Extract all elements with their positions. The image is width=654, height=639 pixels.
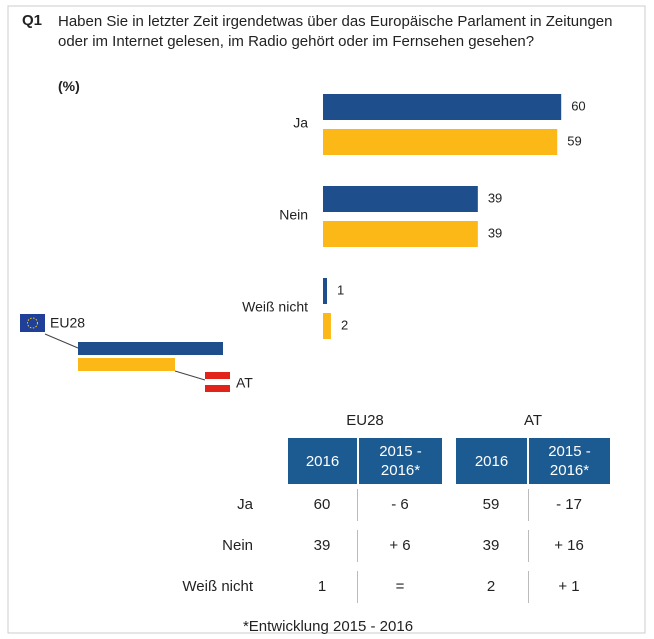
at-flag: [205, 372, 230, 379]
question-number: Q1: [22, 12, 43, 29]
table-cell: - 17: [556, 496, 582, 513]
column-header: 2016: [456, 438, 527, 484]
at-flag: [205, 385, 230, 392]
value-label: 39: [488, 225, 502, 240]
cell-divider: [528, 571, 529, 603]
eu-flag: [20, 314, 45, 332]
bar: [323, 278, 327, 304]
table-cell: 2: [486, 578, 496, 595]
legend-label: AT: [236, 375, 253, 391]
category-label: Nein: [279, 207, 308, 223]
legend-label: EU28: [50, 315, 85, 331]
chart-title: Haben Sie in letzter Zeit irgendetwas üb…: [58, 13, 613, 50]
value-label: 60: [571, 98, 585, 113]
cell-divider: [528, 489, 529, 521]
table-cell: 39: [482, 537, 500, 554]
table-cell: + 16: [554, 537, 584, 554]
table-cell: + 1: [558, 578, 580, 595]
group-header: EU28: [346, 412, 384, 429]
subtitle: (%): [58, 78, 80, 94]
row-label: Ja: [237, 496, 253, 513]
table-cell: - 6: [391, 496, 409, 513]
row-label: Weiß nicht: [182, 578, 253, 595]
legend-bar: [78, 358, 175, 371]
category-label: Weiß nicht: [242, 299, 308, 315]
frame: [7, 5, 646, 634]
legend-line: [44, 333, 79, 349]
table-cell: + 6: [389, 537, 411, 554]
bar: [323, 94, 562, 120]
row-label: Nein: [222, 537, 253, 554]
cell-divider: [357, 530, 358, 562]
cell-divider: [528, 530, 529, 562]
at-flag: [205, 379, 230, 385]
group-header: AT: [523, 412, 543, 429]
cell-divider: [357, 489, 358, 521]
table-cell: 39: [313, 537, 331, 554]
table-cell: 59: [482, 496, 500, 513]
footnote: *Entwicklung 2015 - 2016: [242, 618, 414, 635]
table-cell: =: [395, 578, 405, 595]
legend-line: [174, 370, 206, 381]
bar: [323, 313, 331, 339]
value-label: 1: [337, 282, 344, 297]
legend-bar: [78, 342, 223, 355]
value-label: 59: [567, 133, 581, 148]
column-header: 2015 - 2016*: [359, 438, 442, 484]
cell-divider: [357, 571, 358, 603]
bar: [323, 129, 558, 155]
eu-stars: [27, 317, 38, 329]
column-header: 2015 - 2016*: [529, 438, 610, 484]
bar: [323, 186, 478, 212]
value-label: 2: [341, 317, 348, 332]
bar: [323, 221, 478, 247]
value-label: 39: [488, 190, 502, 205]
category-label: Ja: [293, 115, 308, 131]
column-header: 2016: [288, 438, 357, 484]
table-cell: 1: [317, 578, 327, 595]
table-cell: 60: [313, 496, 331, 513]
